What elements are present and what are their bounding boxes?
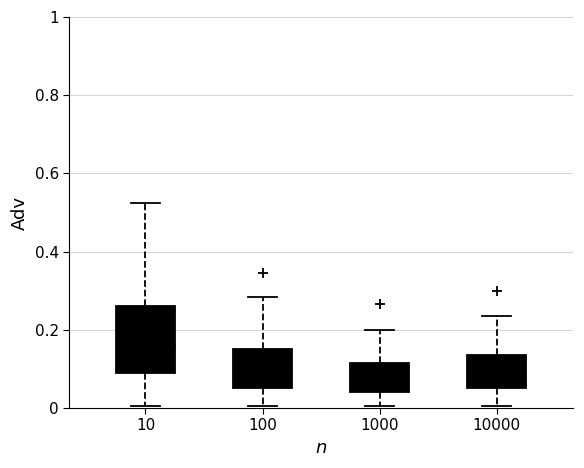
PathPatch shape	[468, 355, 526, 388]
PathPatch shape	[116, 307, 175, 373]
X-axis label: n: n	[315, 439, 327, 457]
PathPatch shape	[233, 349, 292, 388]
PathPatch shape	[350, 363, 409, 392]
Y-axis label: Adv: Adv	[11, 196, 29, 229]
